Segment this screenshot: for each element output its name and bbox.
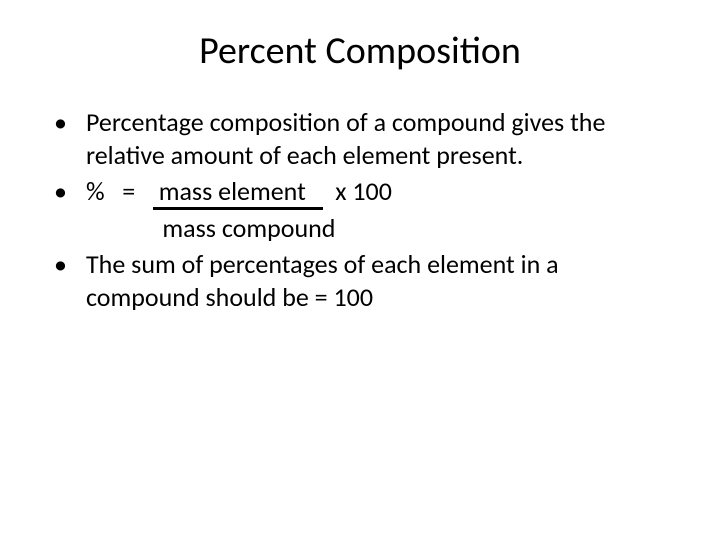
bullet-item-2: • % = mass element x 100 [50, 175, 670, 208]
slide-title: Percent Composition [50, 28, 670, 74]
formula-denominator: mass compound [50, 212, 670, 245]
bullet-item-3: • The sum of percentages of each element… [50, 248, 670, 313]
bullet-marker: • [50, 248, 86, 313]
formula-line: % = mass element x 100 [86, 175, 670, 208]
bullet-marker: • [50, 175, 86, 208]
bullet-item-1: • Percentage composition of a compound g… [50, 106, 670, 171]
formula-suffix: x 100 [323, 175, 391, 207]
formula-numerator: mass element [153, 175, 324, 208]
slide-content: • Percentage composition of a compound g… [50, 106, 670, 313]
bullet-text: Percentage composition of a compound giv… [86, 106, 670, 171]
formula-prefix: % = [86, 175, 153, 207]
bullet-marker: • [50, 106, 86, 171]
bullet-text: The sum of percentages of each element i… [86, 248, 670, 313]
